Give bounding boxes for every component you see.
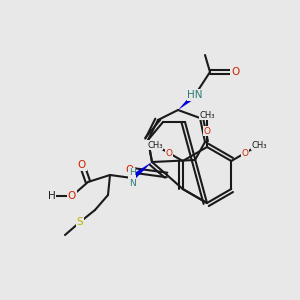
Text: CH₃: CH₃ <box>147 140 163 149</box>
Text: O: O <box>165 148 172 158</box>
Text: CH₃: CH₃ <box>199 110 215 119</box>
Text: O: O <box>242 148 249 158</box>
Text: H: H <box>48 191 56 201</box>
Text: O: O <box>68 191 76 201</box>
Text: O: O <box>126 165 134 175</box>
Text: O: O <box>231 67 239 77</box>
Text: HN: HN <box>187 90 203 100</box>
Text: O: O <box>78 160 86 170</box>
Polygon shape <box>130 162 152 180</box>
Text: O: O <box>203 127 211 136</box>
Text: CH₃: CH₃ <box>251 140 267 149</box>
Polygon shape <box>178 93 197 110</box>
Text: H
N: H N <box>129 168 135 188</box>
Text: S: S <box>77 217 83 227</box>
